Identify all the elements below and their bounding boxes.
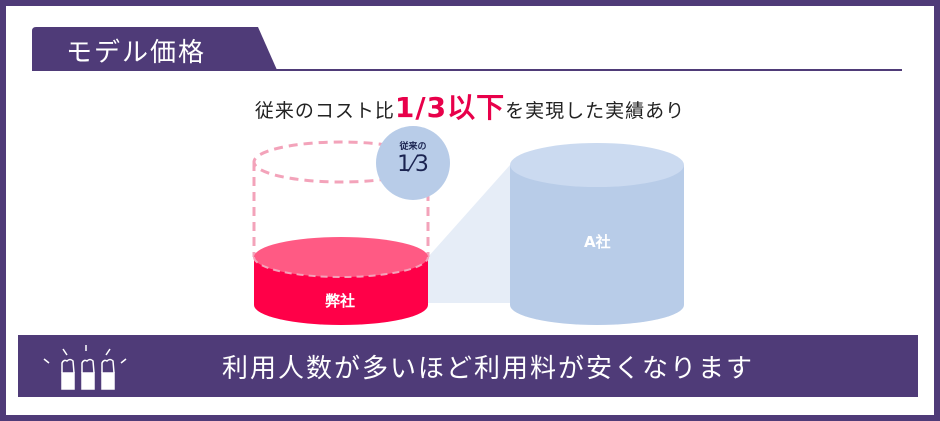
our-cylinder (253, 237, 429, 325)
one-third-badge (376, 126, 450, 200)
headline-emphasis: 1/3以下 (394, 91, 506, 124)
cost-comparison-figure (252, 126, 684, 325)
raised-hands-icon (43, 345, 127, 390)
headline-prefix: 従来のコスト比 (254, 100, 395, 122)
tab-shape (32, 27, 277, 70)
competitor-cylinder (510, 143, 684, 325)
competitor-label: A社 (584, 233, 611, 251)
banner-text: 利用人数が多いほど利用料が安くなります (221, 354, 754, 384)
section-title: モデル価格 (66, 38, 207, 68)
connector-shape (428, 165, 510, 303)
our-company-label: 弊社 (325, 292, 356, 310)
section-tab: モデル価格 (32, 27, 277, 70)
bottom-banner: 利用人数が多いほど利用料が安くなります (18, 335, 918, 397)
divider (32, 69, 902, 71)
headline: 従来のコスト比1/3以下を実現した実績あり (6, 86, 934, 126)
badge-fraction: 1⁄3 (397, 152, 429, 177)
badge-label: 従来の (399, 142, 427, 152)
headline-suffix: を実現した実績あり (505, 100, 686, 122)
